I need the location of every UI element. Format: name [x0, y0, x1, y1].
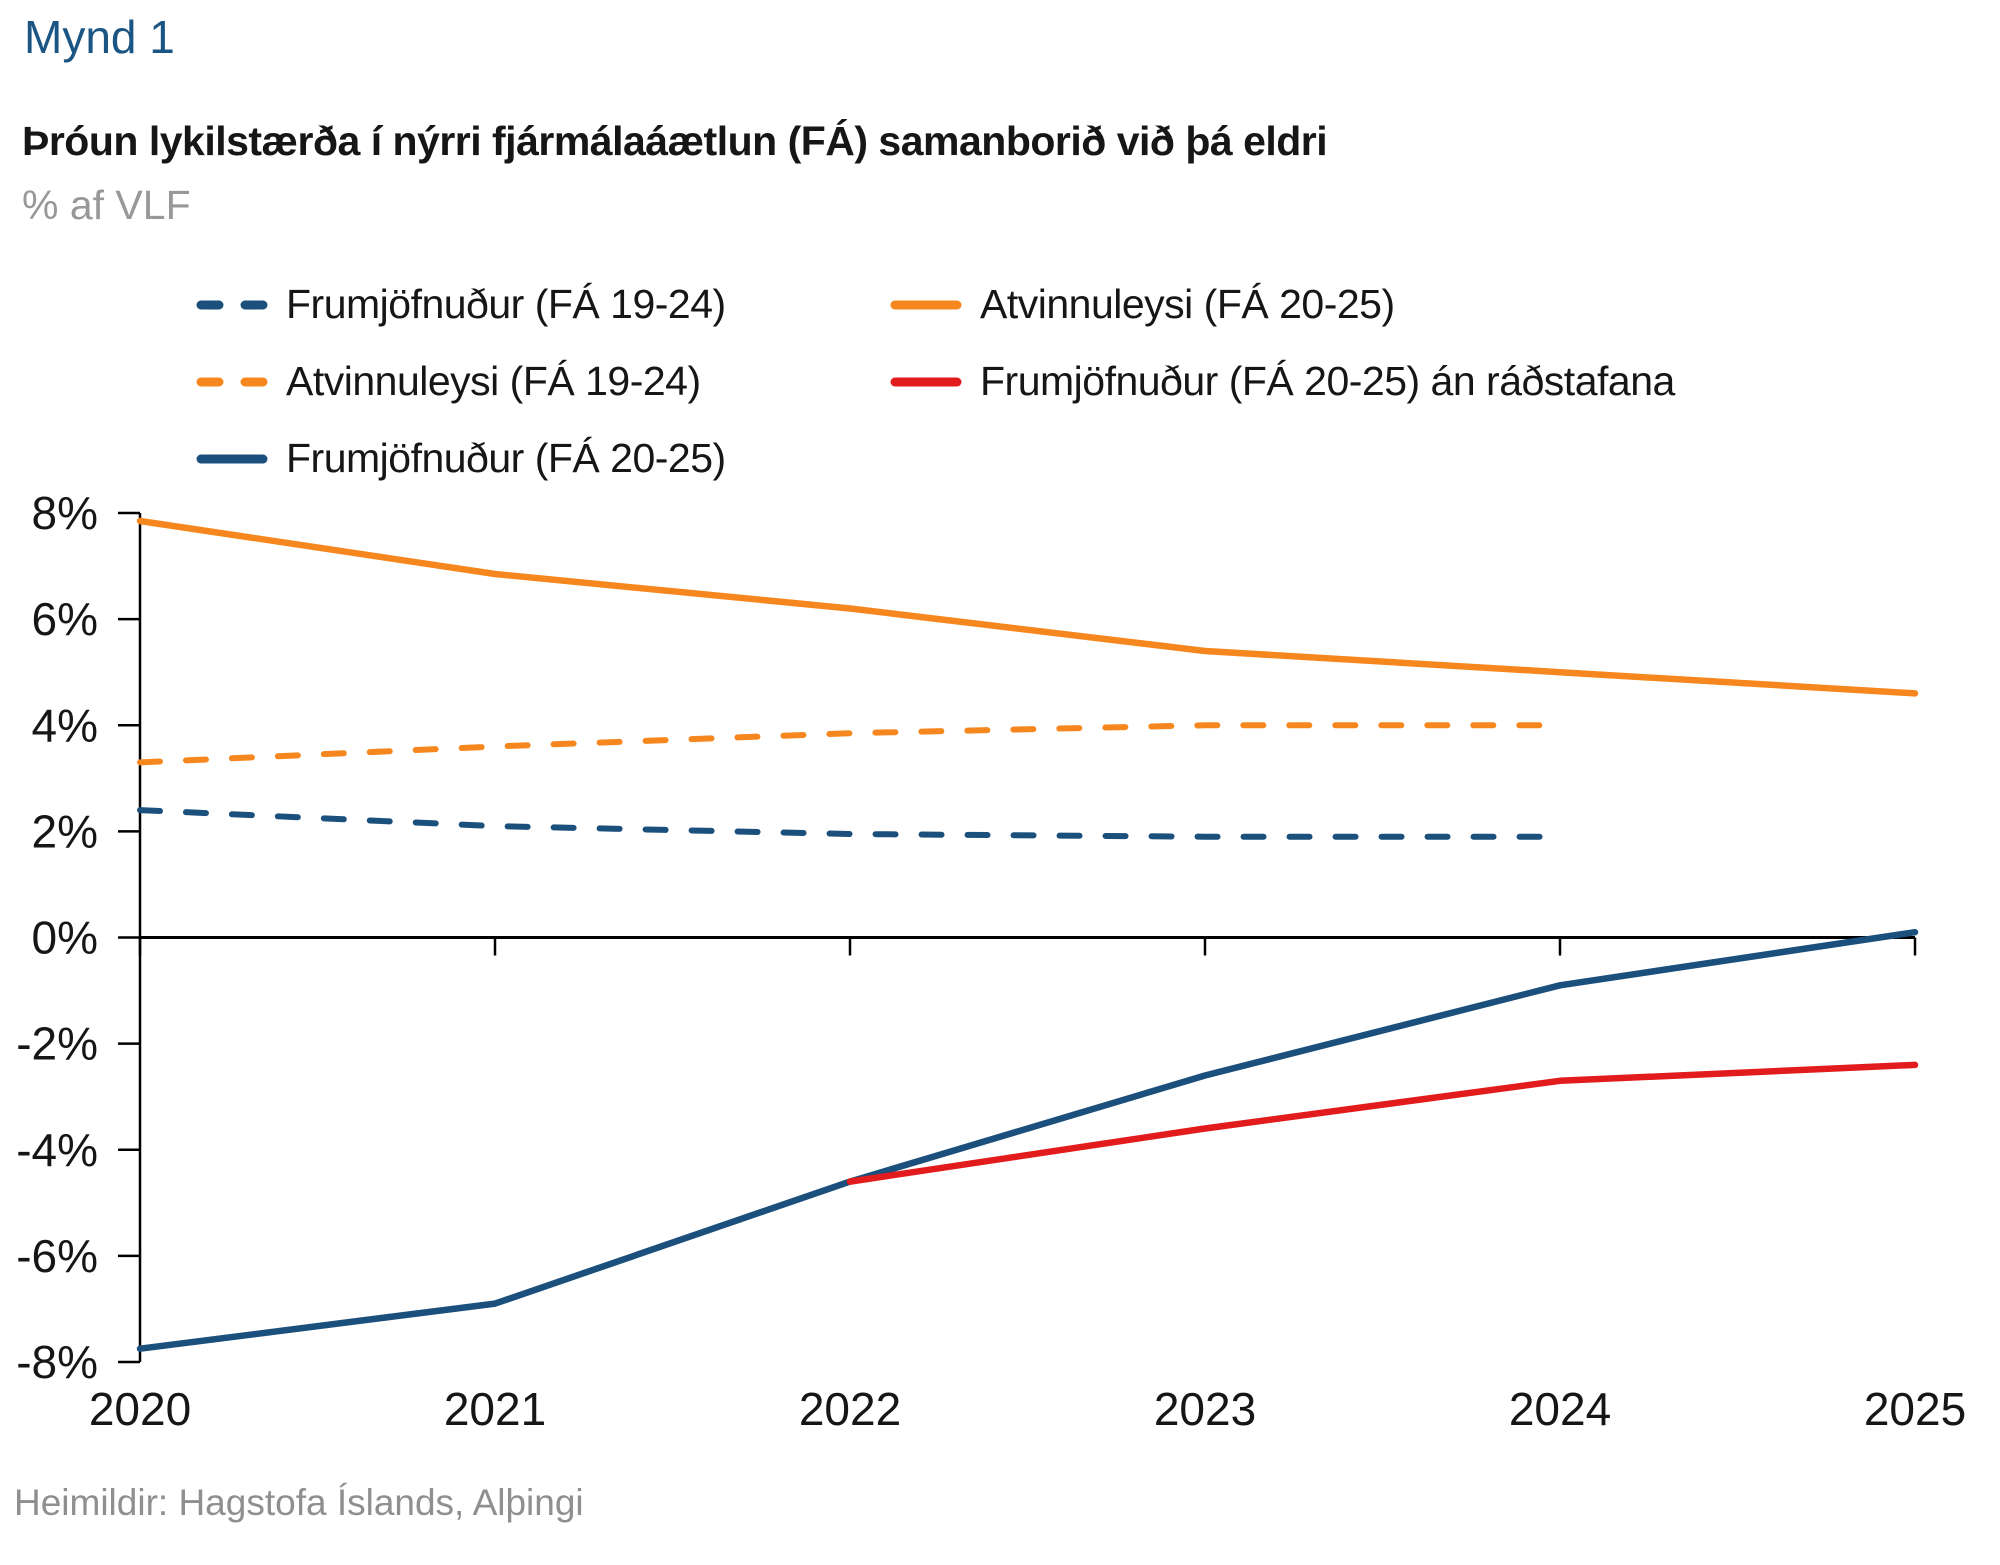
- y-tick-label: -2%: [16, 1018, 98, 1070]
- x-tick-label: 2024: [1509, 1383, 1611, 1435]
- x-tick-label: 2021: [444, 1383, 546, 1435]
- legend-item: Frumjöfnuður (FÁ 20-25) án ráðstafana: [890, 353, 1675, 410]
- legend-swatch: [890, 300, 962, 309]
- legend-label: Atvinnuleysi (FÁ 19-24): [286, 358, 701, 404]
- legend-item: Atvinnuleysi (FÁ 20-25): [890, 276, 1675, 333]
- legend: Frumjöfnuður (FÁ 19-24) Atvinnuleysi (FÁ …: [196, 276, 1675, 487]
- chart-title: Þróun lykilstærða í nýrri fjármálaáætlun…: [22, 118, 1328, 164]
- line-chart: 8% 6% 4% 2% 0% -2% -4% -6% -8%2020 2021 2022 2023 20…: [16, 487, 1966, 1435]
- y-tick-label: 4%: [32, 699, 98, 751]
- series-line-dashed: [137, 807, 1563, 840]
- y-tick-label: 8%: [32, 487, 98, 539]
- series-line-solid: [136, 928, 1919, 1352]
- x-tick-label: 2025: [1864, 1383, 1966, 1435]
- legend-swatch: [890, 377, 962, 386]
- legend-swatch: [196, 454, 268, 463]
- legend-item: Frumjöfnuður (FÁ 19-24): [196, 276, 890, 333]
- x-tick-label: 2023: [1154, 1383, 1256, 1435]
- legend-item: Frumjöfnuður (FÁ 20-25): [196, 430, 890, 487]
- y-tick-label: -6%: [16, 1230, 98, 1282]
- source-note: Heimildir: Hagstofa Íslands, Alþingi: [14, 1482, 584, 1523]
- series-line-dashed: [137, 722, 1563, 766]
- legend-swatch: [196, 377, 268, 386]
- legend-item: Atvinnuleysi (FÁ 19-24): [196, 353, 890, 410]
- x-tick-label: 2020: [89, 1383, 191, 1435]
- y-tick-label: 0%: [32, 912, 98, 964]
- chart-subtitle: % af VLF: [22, 182, 191, 228]
- series-line-solid: [846, 1061, 1919, 1185]
- x-tick-label: 2022: [799, 1383, 901, 1435]
- y-tick-label: -4%: [16, 1124, 98, 1176]
- y-tick-label: -8%: [16, 1336, 98, 1388]
- legend-swatch: [196, 300, 268, 309]
- y-tick-label: 6%: [32, 593, 98, 645]
- legend-label: Frumjöfnuður (FÁ 20-25) án ráðstafana: [980, 358, 1675, 404]
- legend-label: Frumjöfnuður (FÁ 20-25): [286, 435, 726, 481]
- series-line-solid: [136, 517, 1919, 697]
- y-tick-label: 2%: [32, 805, 98, 857]
- legend-label: Atvinnuleysi (FÁ 20-25): [980, 281, 1395, 327]
- figure-label: Mynd 1: [24, 11, 175, 63]
- legend-label: Frumjöfnuður (FÁ 19-24): [286, 281, 726, 327]
